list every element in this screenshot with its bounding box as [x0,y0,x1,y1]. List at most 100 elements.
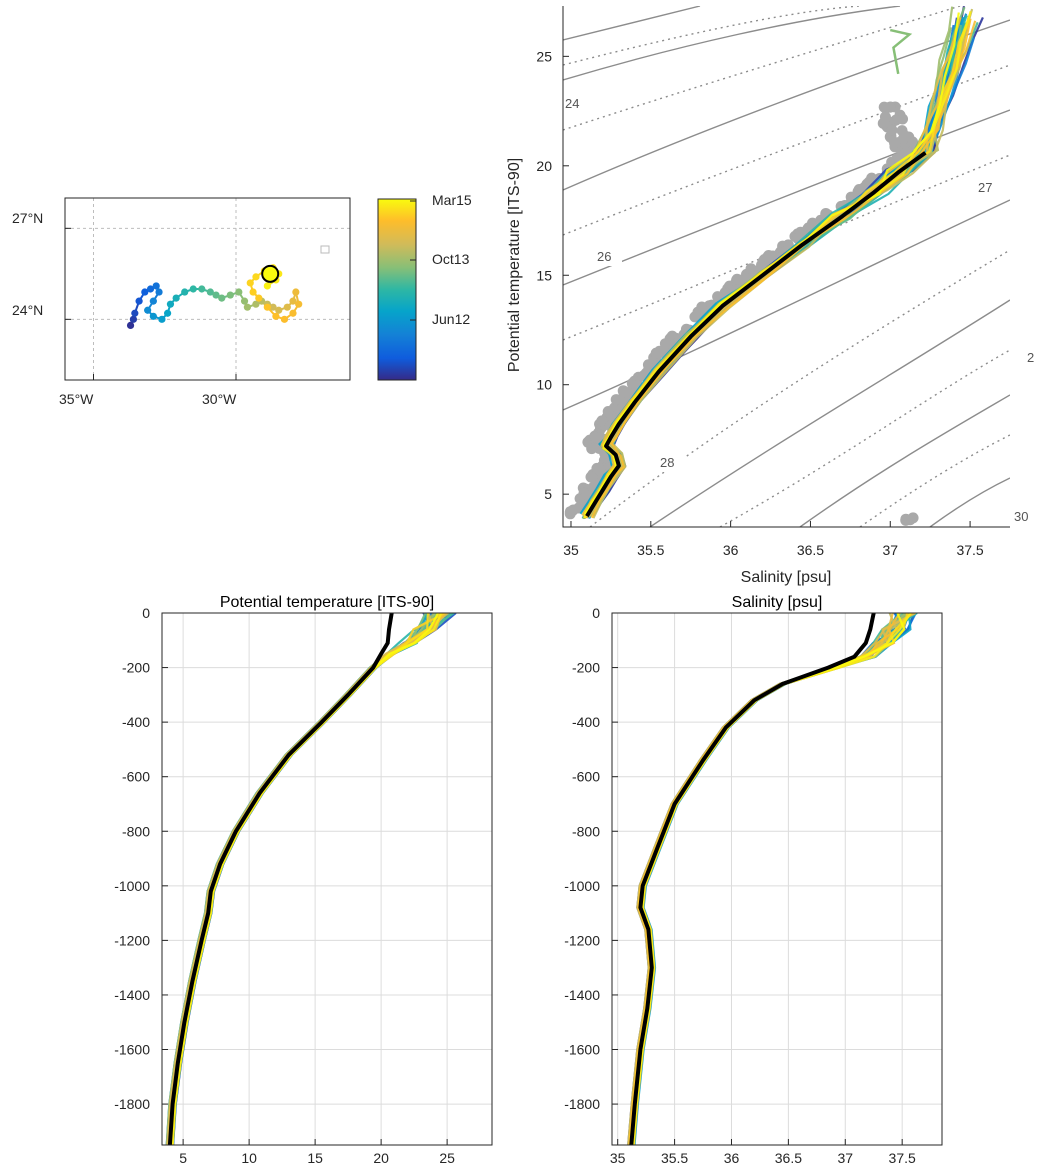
isopycnal-line [799,394,1010,527]
y-tick-label: -1000 [114,878,150,894]
isopycnal-label-bg [973,178,1003,198]
isopycnal-line-dotted [563,6,961,131]
y-tick-label: 0 [592,605,600,621]
temp-profile-title: Potential temperature [ITS-90] [220,594,434,611]
ts-profile-line [587,37,976,519]
ts-plot-area [563,6,1010,527]
sal-tick-labels: 35 35.5 36 36.5 37 37.5 0 -200 -400 -600 -800 -1000… [564,605,916,1166]
current-position-marker [261,264,280,283]
background-ts-point [756,259,768,271]
ts-tick-marks [563,55,971,527]
track-point [269,303,277,311]
ts-diagram-panel: 24 26 27 28 30 2 35 35.5 36 36.5 37 37.5… [506,6,1037,586]
x-tick-label: 25 [439,1150,455,1166]
ts-profile-line [584,29,965,519]
isopycnal-label-bg [560,93,594,113]
background-ts-point [884,101,896,113]
track-point [263,303,271,311]
ts-profile-line [589,21,979,517]
ts-profile-line [590,18,972,519]
track-point [212,291,220,299]
track-point [189,285,197,293]
track-point [246,279,254,287]
track-point [172,294,180,302]
background-ts-point [889,137,901,149]
track-point [135,297,143,305]
y-tick-label: -1400 [564,987,600,1003]
track-point [289,297,297,305]
background-ts-point [564,508,576,520]
ts-y-tick: 5 [544,486,552,502]
ts-x-tick: 37 [882,542,898,558]
x-tick-label: 36 [724,1150,740,1166]
x-tick-label: 35 [610,1150,626,1166]
temp-tick-labels: 5 10 15 20 25 0 -200 -400 -600 -800 -1000 -1200 -140… [114,605,455,1166]
sal-profile-lines [627,613,918,1145]
temperature-profile-panel: Potential temperature [ITS-90] 5 10 15 20 25… [114,594,493,1166]
background-ts-point [586,443,598,455]
track-point [149,297,157,305]
track-point [206,288,214,296]
isopycnal-label-bg [1009,505,1037,525]
track-point [252,273,260,281]
x-tick-label: 35.5 [661,1150,688,1166]
track-point [198,285,206,293]
isopycnal-line-dotted [859,434,1010,527]
track-point [166,300,175,308]
y-tick-label: -600 [572,769,600,785]
sal-axes-frame [611,612,943,1146]
y-tick-label: -1600 [114,1042,150,1058]
background-ts-point [610,394,622,406]
track-point [280,315,289,323]
track-point [149,312,157,320]
temp-mean-profile-line [167,613,394,1145]
track-point [240,297,249,305]
y-tick-label: -1400 [114,987,150,1003]
ts-profile-line [588,28,969,517]
isopycnal-line [563,199,1010,411]
ts-profile-line [592,16,984,517]
ts-profile-line [585,20,977,519]
isopycnal-label-bg [655,452,685,472]
map-lat-tick-27: 27°N [12,210,43,226]
track-point [289,309,297,317]
isopycnal-label-bg [592,246,622,266]
background-ts-cloud [564,101,924,526]
ts-axes [562,6,1010,528]
x-tick-label: 37.5 [889,1150,916,1166]
track-point [275,306,283,314]
y-tick-label: -200 [572,660,600,676]
colorbar-gradient [377,198,417,381]
track-point [226,291,234,299]
track-point [129,315,137,323]
isopycnal-label-28: 28 [660,455,674,470]
ts-y-tick: 15 [536,267,552,283]
background-ts-point [650,347,662,359]
track-point [295,300,303,308]
ts-y-tick: 20 [536,158,552,174]
track-point [158,315,166,323]
background-ts-point [731,273,743,285]
background-ts-point [596,415,608,427]
ts-x-tick: 35 [563,542,579,558]
track-point [292,288,300,296]
track-point [164,309,172,317]
ts-x-axis-label: Salinity [psu] [741,569,832,586]
map-lon-tick-35w: 35°W [59,391,94,407]
isopycnal-line-dotted [589,249,1010,527]
background-ts-point [659,338,671,350]
track-point [141,288,149,296]
salinity-profile-panel: Salinity [psu] 35 35.5 36 36.5 37 37.5 0 -200 -4… [564,594,943,1166]
ts-y-tick: 10 [536,377,552,393]
map-island-icon [320,245,330,254]
track-point [144,306,152,314]
isopycnal-line [649,299,1010,527]
track-point [283,303,291,311]
track-point [243,303,251,311]
colorbar-label-oct13: Oct13 [432,251,470,267]
isopycnal-line [563,6,701,41]
sal-mean-profile-line [629,613,876,1145]
y-tick-label: -1800 [114,1096,150,1112]
y-tick-label: -400 [122,714,150,730]
